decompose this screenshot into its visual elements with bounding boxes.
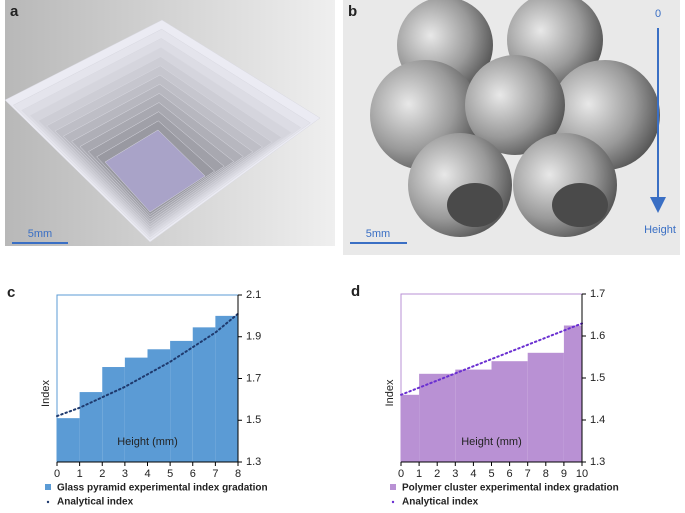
x-axis-label: Height (mm) — [117, 436, 178, 448]
y-axis-label: Index — [40, 380, 52, 407]
analytical-line — [400, 322, 583, 396]
y-tick-label: 1.7 — [590, 288, 605, 300]
x-tick-label: 4 — [470, 468, 476, 480]
x-tick-label: 0 — [398, 468, 404, 480]
x-tick-label: 3 — [452, 468, 458, 480]
panel-label: d — [351, 283, 360, 300]
bar — [170, 340, 193, 462]
legend-swatch — [390, 484, 396, 490]
legend-label: Analytical index — [402, 497, 479, 508]
y-tick-label: 1.3 — [590, 456, 605, 468]
plot-frame — [56, 294, 238, 462]
y-tick-label: 1.4 — [590, 414, 605, 426]
arrow-start: 0 — [655, 8, 661, 20]
bar — [419, 373, 456, 462]
x-tick-label: 10 — [576, 468, 588, 480]
x-tick-label: 5 — [167, 468, 173, 480]
y-tick-label: 1.7 — [246, 372, 261, 384]
panel-label: a — [10, 3, 19, 20]
pyramid — [4, 19, 321, 243]
bar — [79, 392, 103, 462]
x-tick-label: 3 — [122, 468, 128, 480]
bar — [401, 394, 420, 462]
y-tick-label: 1.5 — [590, 372, 605, 384]
cones — [370, 0, 660, 237]
x-tick-label: 4 — [144, 468, 150, 480]
x-tick-label: 8 — [543, 468, 549, 480]
x-tick-label: 1 — [77, 468, 83, 480]
x-axis-label: Height (mm) — [461, 436, 522, 448]
panel-a: 5mm a — [4, 0, 335, 246]
pyramid-step — [104, 129, 206, 213]
cone-tip — [447, 183, 503, 227]
bar — [215, 315, 238, 462]
x-tick-label: 7 — [525, 468, 531, 480]
x-tick-label: 8 — [235, 468, 241, 480]
bar — [57, 418, 80, 462]
x-tick-label: 2 — [434, 468, 440, 480]
legend-swatch — [45, 484, 51, 490]
cone-tip — [552, 183, 608, 227]
legend-dot — [391, 500, 395, 504]
panel-b: 0 Height 5mm b — [343, 0, 680, 255]
bar — [102, 367, 125, 462]
legend-label: Glass pyramid experimental index gradati… — [57, 483, 268, 494]
y-tick-label: 1.6 — [590, 330, 605, 342]
x-tick-label: 6 — [507, 468, 513, 480]
scale-label: 5mm — [28, 228, 52, 240]
y-axis-label: Index — [384, 379, 396, 406]
legend-label: Polymer cluster experimental index grada… — [402, 483, 619, 494]
x-tick-label: 2 — [99, 468, 105, 480]
x-tick-label: 1 — [416, 468, 422, 480]
x-tick-label: 6 — [190, 468, 196, 480]
bar — [147, 349, 171, 462]
y-tick-label: 1.5 — [246, 414, 261, 426]
y-tick-label: 2.1 — [246, 289, 261, 301]
cone — [465, 55, 565, 155]
x-tick-label: 9 — [561, 468, 567, 480]
y-tick-label: 1.3 — [246, 456, 261, 468]
x-tick-label: 7 — [212, 468, 218, 480]
bar — [491, 361, 528, 462]
y-tick-label: 1.9 — [246, 331, 261, 343]
panel-label: c — [7, 284, 15, 301]
x-tick-label: 5 — [488, 468, 494, 480]
plot-frame — [400, 293, 582, 462]
bar — [192, 327, 216, 462]
bar — [527, 352, 564, 462]
x-tick-label: 0 — [54, 468, 60, 480]
analytical-line — [56, 312, 239, 418]
legend-dot — [46, 500, 50, 504]
panel-label: b — [348, 3, 357, 20]
bar — [455, 369, 492, 462]
scale-label: 5mm — [366, 228, 390, 240]
bar — [563, 325, 582, 462]
legend-label: Analytical index — [57, 497, 134, 508]
arrow-end: Height — [644, 224, 676, 236]
